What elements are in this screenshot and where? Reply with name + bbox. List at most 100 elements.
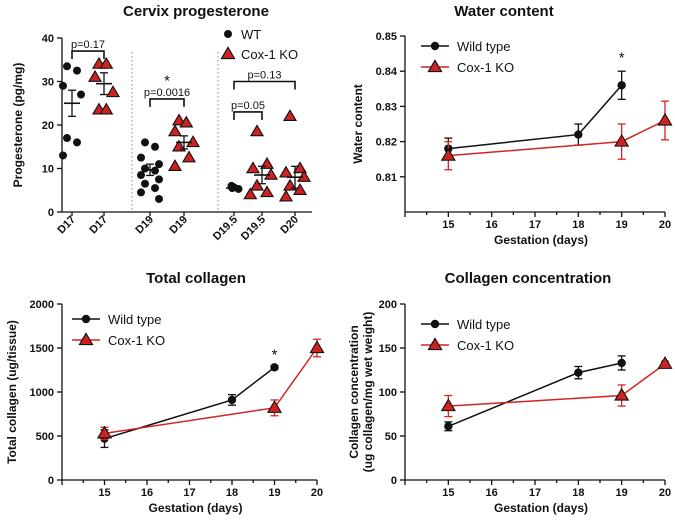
x-tick-label: D19 (133, 214, 156, 237)
legend-label-wt: WT (241, 27, 261, 42)
x-tick-label: 15 (442, 219, 454, 231)
y-tick-label: 20 (42, 120, 54, 132)
data-point (141, 138, 149, 147)
y-tick-label: 40 (42, 33, 54, 45)
y-tick-label: 0.84 (376, 66, 398, 78)
data-point (179, 115, 194, 128)
error-bar (68, 89, 76, 117)
group-D20-ko: D20 (278, 109, 312, 237)
y-tick-label: 0.83 (376, 101, 397, 113)
x-tick-label: 19 (616, 219, 628, 231)
y-tick-label: 50 (385, 431, 397, 443)
y-tick-label: 150 (379, 343, 397, 355)
x-tick-label: 15 (442, 487, 454, 499)
data-point (137, 188, 145, 197)
data-point (141, 179, 149, 188)
x-tick-label: 15 (98, 487, 110, 499)
data-point (266, 400, 283, 413)
x-tick-label: D19.5 (211, 214, 240, 243)
data-point (227, 395, 237, 405)
y-axis-label: Water content (351, 84, 365, 164)
y-axis-label: Collagen concentration(ug collagen/mg we… (347, 312, 375, 473)
p-value-label: p=0.05 (231, 100, 265, 112)
data-point (440, 147, 456, 161)
data-point (137, 153, 145, 162)
y-tick-label: 0 (48, 207, 54, 219)
series-line (104, 366, 275, 440)
data-point (309, 340, 325, 354)
x-tick-label: D19.5 (239, 214, 268, 243)
chart-title: Water content (454, 3, 553, 20)
group-D17-wt: D17 (55, 62, 85, 236)
legend-label-wt: Wild type (457, 39, 510, 54)
legend-label-ko: Cox-1 KO (457, 338, 514, 353)
data-point (151, 142, 159, 151)
p-value-label: p=0.13 (248, 70, 282, 82)
chart-cervix-progesterone: Cervix progesterone Progesterone (pg/mg) 0… (11, 3, 312, 243)
data-point (87, 69, 103, 82)
y-tick-label: 0 (48, 475, 54, 487)
x-tick-label: 17 (529, 219, 541, 231)
y-tick-label: 1500 (30, 343, 54, 355)
y-tick-label: 10 (42, 164, 54, 176)
data-point (155, 160, 163, 169)
group-D19-ko: D19 (167, 113, 201, 236)
y-tick-label: 1000 (30, 387, 54, 399)
data-point (63, 62, 71, 71)
x-tick-label: 16 (486, 487, 498, 499)
data-point (296, 169, 312, 182)
p-value-label: p=0.0016 (144, 87, 190, 99)
x-tick-label: 19 (616, 487, 628, 499)
comparison-bracket (149, 98, 185, 107)
series-line (104, 347, 318, 435)
legend-marker-ko (78, 332, 94, 346)
x-tick-label: D17 (55, 214, 78, 237)
series-line (448, 119, 666, 157)
data-point (99, 102, 114, 115)
data-point (96, 425, 113, 439)
data-point (77, 90, 85, 99)
data-point (270, 363, 279, 372)
significance-star: * (164, 73, 170, 90)
data-point (574, 130, 583, 139)
x-tick-label: D20 (278, 214, 301, 237)
data-point (574, 368, 583, 377)
comparison-bracket (71, 50, 105, 60)
data-point (167, 159, 183, 172)
data-point (181, 150, 197, 163)
data-point (292, 161, 308, 174)
y-axis-label-line: Collagen concentration (347, 325, 361, 458)
data-point (263, 167, 279, 180)
y-tick-label: 0.82 (376, 137, 397, 149)
data-point (155, 175, 163, 184)
x-tick-label: 20 (311, 487, 323, 499)
x-tick-label: 17 (183, 487, 195, 499)
legend: Wild type Cox-1 KO (421, 317, 514, 353)
chart-title: Cervix progesterone (123, 3, 269, 20)
group-D19.5-ko: D19.5 (239, 124, 279, 243)
series-line (448, 362, 622, 428)
error-bar (100, 72, 108, 96)
data-point (105, 85, 121, 98)
x-axis-label: Gestation (days) (494, 233, 588, 247)
data-point (151, 166, 159, 175)
y-tick-label: 0.81 (376, 172, 397, 184)
series-cox1-ko (440, 100, 673, 171)
data-point (278, 189, 294, 202)
error-bar (291, 165, 299, 189)
x-tick-label: 18 (572, 487, 584, 499)
series-cox1-ko (96, 338, 325, 441)
legend-marker-wt (81, 314, 91, 324)
error-bar (146, 163, 154, 177)
legend-marker-wt (430, 319, 440, 329)
y-axis-label: Total collagen (ug/tissue) (5, 320, 19, 464)
data-point (243, 187, 258, 200)
comparison-bracket (233, 80, 296, 90)
significance-star: * (619, 49, 625, 66)
data-point (59, 81, 67, 90)
data-point (155, 194, 163, 203)
x-tick-label: 16 (486, 219, 498, 231)
y-tick-label: 0.85 (376, 31, 397, 43)
x-tick-label: 18 (572, 219, 584, 231)
legend-label-ko: Cox-1 KO (457, 60, 514, 75)
